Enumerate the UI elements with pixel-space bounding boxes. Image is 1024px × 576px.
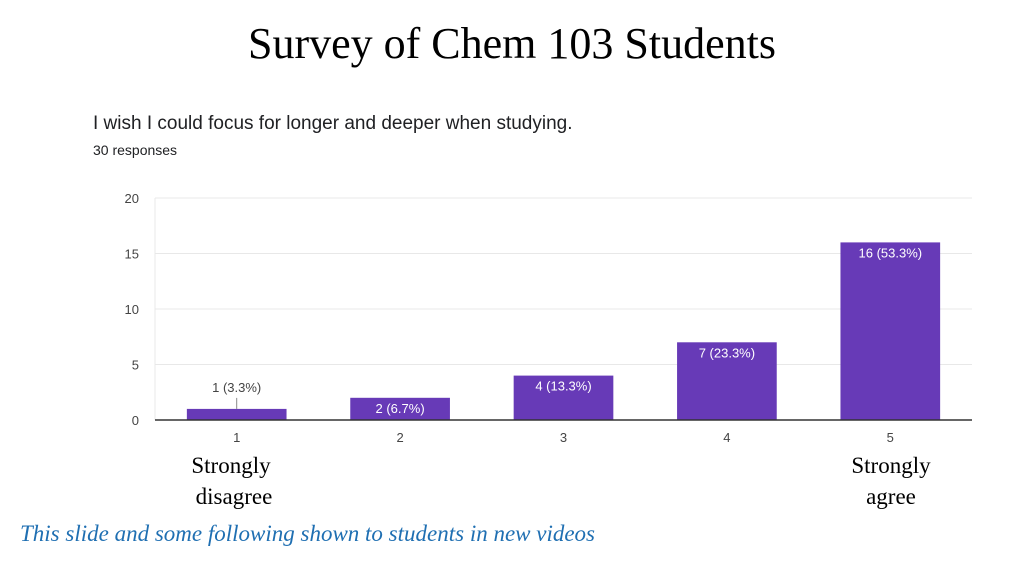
bar <box>186 408 287 420</box>
y-tick-label: 0 <box>132 413 139 428</box>
bar <box>677 342 777 420</box>
data-label: 1 (3.3%) <box>212 380 261 395</box>
x-end-label-low-line2: disagree <box>195 484 273 509</box>
footer-note: This slide and some following shown to s… <box>20 521 596 546</box>
x-tick-label: 2 <box>396 430 403 445</box>
x-end-label-strongly-disagree: Strongly disagree <box>174 450 294 512</box>
y-tick-label: 15 <box>125 247 139 262</box>
y-tick-label: 5 <box>132 358 139 373</box>
data-label: 7 (23.3%) <box>699 345 755 360</box>
x-end-label-strongly-agree: Strongly agree <box>831 450 951 512</box>
x-end-label-high-line1: Strongly <box>851 453 931 478</box>
bar <box>350 397 450 420</box>
x-tick-label: 4 <box>723 430 730 445</box>
y-tick-label: 10 <box>125 302 139 317</box>
x-tick-label: 1 <box>233 430 240 445</box>
response-count: 30 responses <box>93 142 178 158</box>
chart-title: I wish I could focus for longer and deep… <box>93 113 573 134</box>
x-tick-label: 5 <box>887 430 894 445</box>
bar <box>840 242 941 420</box>
y-tick-label: 20 <box>125 191 139 206</box>
x-end-label-low-line1: Strongly <box>191 453 271 478</box>
bar <box>513 375 614 420</box>
data-label: 2 (6.7%) <box>376 401 425 416</box>
slide-title: Survey of Chem 103 Students <box>248 19 776 68</box>
x-tick-label: 3 <box>560 430 567 445</box>
x-end-label-high-line2: agree <box>866 484 916 509</box>
data-label: 4 (13.3%) <box>535 379 591 394</box>
data-label: 16 (53.3%) <box>859 245 923 260</box>
